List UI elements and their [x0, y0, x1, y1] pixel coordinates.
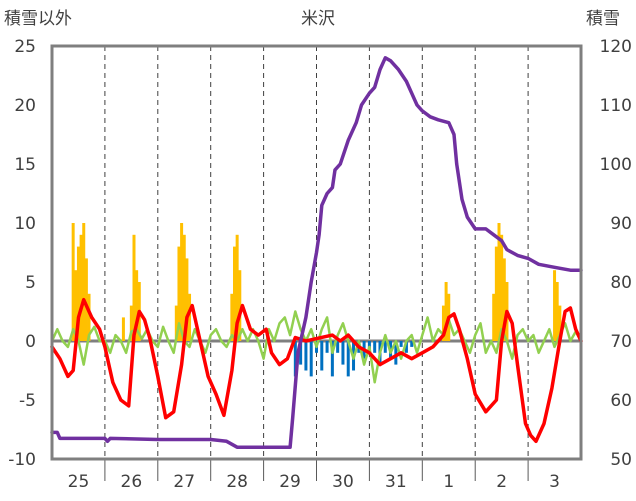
negative_bar-bar	[410, 341, 414, 347]
negative_bar-bar	[320, 341, 324, 371]
precip_bar-bar	[76, 246, 80, 341]
negative_bar-bar	[341, 341, 345, 365]
precip_bar-bar	[492, 293, 496, 341]
snow_depth-line	[50, 56, 583, 449]
negative_bar-bar	[394, 341, 398, 365]
negative_bar-bar	[399, 341, 403, 347]
precip_bar-bar	[74, 270, 78, 341]
precip_bar-bar	[121, 317, 125, 341]
precip_bar-bar	[238, 270, 242, 341]
temperature-line	[50, 297, 583, 444]
precip_bar-bar	[233, 246, 237, 341]
wind-line	[50, 310, 583, 384]
negative_bar-bar	[373, 341, 377, 353]
left-tick-label: 20	[14, 96, 36, 116]
x-tick-label: 27	[173, 472, 195, 492]
precip_bar-bar	[71, 223, 75, 341]
negative_bar-bar	[309, 341, 313, 377]
right-tick-label: 50	[610, 450, 632, 470]
x-tick-label: 26	[121, 472, 143, 492]
x-tick-label: 28	[226, 472, 248, 492]
x-tick-label: 25	[68, 472, 90, 492]
precip_bar-bar	[87, 293, 91, 341]
precip_bar-bar	[177, 246, 181, 341]
precip_bar-bar	[182, 234, 186, 341]
right-tick-labels: 50 60 70 80 90 100 110 120	[600, 37, 632, 470]
x-tick-label: 30	[332, 472, 354, 492]
precip_bar-bar	[497, 223, 501, 341]
precip_bar-bar	[84, 258, 88, 341]
right-tick-label: 90	[610, 214, 632, 234]
precip_bar-bar	[230, 293, 234, 341]
precip_bar-bar	[555, 282, 559, 341]
left-tick-label: 25	[14, 37, 36, 57]
negative_bar-bar	[404, 341, 408, 353]
precip_bar-bar	[135, 270, 139, 341]
right-tick-label: 80	[610, 273, 632, 293]
right-tick-label: 70	[610, 332, 632, 352]
precip_bar-bar	[558, 305, 562, 341]
x-tick-labels: 25 26 27 28 29 30 31 1 2 3	[68, 472, 560, 492]
line-series	[50, 56, 583, 449]
precip_bar-bar	[502, 258, 506, 341]
left-tick-labels: -10 -5 0 5 10 15 20 25	[8, 37, 36, 470]
precip_bar-bar	[235, 234, 239, 341]
negative_bar-bar	[304, 341, 308, 371]
left-tick-label: 15	[14, 155, 36, 175]
x-tick-label: 3	[549, 472, 560, 492]
right-tick-label: 100	[600, 155, 632, 175]
precip_bar-bar	[553, 270, 557, 341]
left-tick-label: -5	[19, 391, 36, 411]
negative_bar-bar	[346, 341, 350, 377]
precip_bar-bar	[188, 293, 192, 341]
negative_bar-bar	[383, 341, 387, 353]
precip_bar-bar	[180, 223, 184, 341]
bar-series	[71, 223, 562, 377]
precip_bar-bar	[129, 305, 133, 341]
x-tick-label: 31	[385, 472, 407, 492]
right-tick-label: 110	[600, 96, 632, 116]
negative_bar-bar	[330, 341, 334, 377]
left-tick-label: 5	[25, 273, 36, 293]
chart-title: 米沢	[301, 9, 335, 29]
x-tick-label: 2	[496, 472, 507, 492]
left-axis-title: 積雪以外	[4, 9, 72, 29]
precip_bar-bar	[79, 234, 83, 341]
precip_bar-bar	[132, 234, 136, 341]
precip_bar-bar	[441, 305, 445, 341]
precip_bar-bar	[444, 282, 448, 341]
negative_bar-bar	[336, 341, 340, 353]
x-tick-label: 29	[279, 472, 301, 492]
right-tick-label: 60	[610, 391, 632, 411]
right-axis-title: 積雪	[586, 9, 620, 29]
negative_bar-bar	[293, 341, 297, 377]
negative_bar-bar	[299, 341, 303, 365]
left-tick-label: 0	[25, 332, 36, 352]
precip_bar-bar	[500, 234, 504, 341]
precip_bar-bar	[494, 246, 498, 341]
precip_bar-bar	[174, 305, 178, 341]
left-tick-label: 10	[14, 214, 36, 234]
precip_bar-bar	[185, 258, 189, 341]
plot-frame	[50, 44, 583, 461]
right-tick-label: 120	[600, 37, 632, 57]
left-tick-label: -10	[8, 450, 36, 470]
x-tick-label: 1	[443, 472, 454, 492]
precip_bar-bar	[82, 223, 86, 341]
negative_bar-bar	[325, 341, 329, 353]
